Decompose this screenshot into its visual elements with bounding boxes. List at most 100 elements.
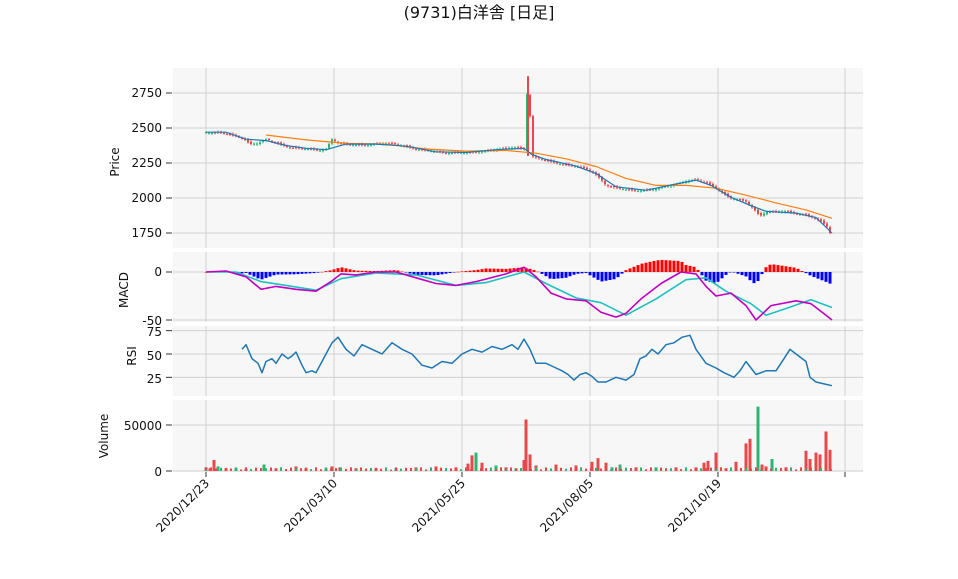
volume-bar: [730, 467, 732, 471]
volume-bar: [434, 466, 438, 471]
macd-histogram-bar: [644, 262, 648, 272]
rsi-tick-label: 25: [147, 372, 162, 386]
macd-histogram-bar: [528, 268, 532, 272]
volume-bar: [505, 469, 507, 471]
volume-bar: [645, 469, 647, 471]
candle-body: [373, 144, 375, 146]
volume-bar: [310, 469, 312, 471]
macd-histogram-bar: [248, 272, 252, 275]
macd-histogram-bar: [492, 268, 496, 272]
volume-bar: [660, 467, 662, 471]
macd-histogram-bar: [808, 272, 812, 276]
macd-histogram-bar: [728, 272, 732, 273]
macd-histogram-bar: [520, 267, 524, 272]
volume-bar: [665, 468, 667, 471]
macd-histogram-bar: [620, 272, 624, 274]
volume-bar: [695, 467, 697, 471]
volume-bar: [604, 462, 608, 471]
candle-body: [484, 151, 486, 153]
macd-histogram-bar: [672, 260, 676, 272]
candle-body: [331, 139, 333, 144]
candle-body: [262, 140, 264, 142]
volume-bar: [210, 467, 212, 471]
volume-bar: [650, 467, 652, 471]
macd-histogram-bar: [360, 270, 364, 272]
macd-histogram-bar: [296, 272, 300, 275]
volume-bar: [775, 467, 777, 471]
volume-bar: [466, 463, 470, 471]
volume-bar: [630, 468, 632, 471]
volume-bar: [295, 468, 297, 471]
macd-histogram-bar: [256, 272, 260, 279]
candle-body: [253, 143, 255, 145]
volume-bar: [522, 459, 526, 471]
macd-histogram-bar: [444, 272, 448, 274]
volume-bar: [470, 455, 474, 471]
volume-bar: [574, 465, 578, 471]
candle-body: [763, 213, 765, 216]
price-tick-label: 2250: [131, 156, 162, 170]
macd-histogram-bar: [572, 272, 576, 275]
volume-bar: [818, 454, 822, 471]
volume-bar: [710, 467, 712, 471]
candle-body: [745, 200, 747, 202]
macd-histogram-bar: [324, 271, 328, 272]
candle-body: [715, 186, 717, 189]
macd-histogram-bar: [688, 265, 692, 272]
volume-bar: [640, 467, 642, 471]
volume-bar: [530, 468, 532, 471]
macd-histogram-bar: [632, 266, 636, 272]
macd-histogram-bar: [592, 272, 596, 278]
volume-bar: [700, 468, 702, 471]
macd-histogram-bar: [684, 264, 688, 272]
macd-histogram-bar: [656, 260, 660, 272]
macd-histogram-bar: [648, 261, 652, 272]
macd-histogram-bar: [464, 271, 468, 272]
macd-histogram-bar: [312, 272, 316, 274]
candle-body: [631, 189, 633, 191]
volume-bar: [770, 468, 772, 471]
macd-histogram-bar: [708, 272, 712, 282]
volume-bar: [305, 467, 307, 471]
volume-bar: [325, 467, 327, 471]
volume-bar: [596, 458, 600, 471]
candle-body: [532, 115, 534, 157]
volume-bar: [800, 467, 802, 471]
candle-body: [250, 141, 252, 145]
candle-body: [808, 214, 810, 216]
volume-bar: [212, 459, 216, 471]
candle-body: [787, 211, 789, 213]
candle-body: [448, 152, 450, 155]
candle-body: [601, 176, 603, 181]
macd-histogram-bar: [412, 272, 416, 275]
volume-bar: [655, 469, 657, 471]
macd-panel: [173, 252, 863, 322]
macd-histogram-bar: [776, 265, 780, 272]
volume-bar: [810, 467, 812, 471]
volume-bar: [550, 468, 552, 471]
volume-bar: [474, 452, 478, 471]
volume-bar: [785, 468, 787, 471]
macd-histogram-bar: [280, 272, 284, 275]
candle-body: [661, 187, 663, 189]
candle-body: [709, 182, 711, 185]
volume-bar: [554, 464, 558, 471]
macd-histogram-bar: [460, 271, 464, 272]
candle-body: [823, 220, 825, 224]
macd-histogram-bar: [264, 272, 268, 278]
candle-body: [607, 185, 609, 187]
candle-body: [754, 207, 756, 211]
macd-histogram-bar: [484, 268, 488, 272]
candle-body: [355, 144, 357, 146]
candle-body: [580, 166, 582, 168]
volume-bar: [494, 465, 498, 471]
candle-body: [625, 189, 627, 191]
macd-histogram-bar: [828, 272, 832, 284]
macd-histogram-bar: [440, 272, 444, 275]
volume-bar: [475, 467, 477, 471]
macd-histogram-bar: [796, 268, 800, 272]
candle-body: [328, 144, 330, 149]
volume-bar: [795, 469, 797, 471]
volume-bar: [262, 464, 266, 471]
